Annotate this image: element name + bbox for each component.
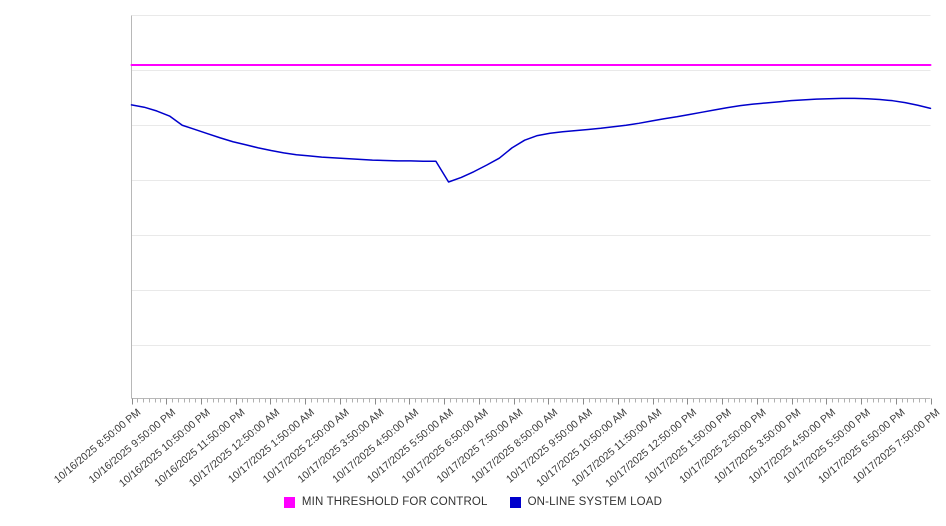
legend-color-swatch [283, 496, 295, 508]
legend-label: MIN THRESHOLD FOR CONTROL [301, 496, 488, 508]
series-line-on-line-system-load [130, 97, 932, 183]
axis-lines [131, 15, 931, 399]
legend-label: ON-LINE SYSTEM LOAD [527, 496, 663, 508]
legend-entry[interactable]: ON-LINE SYSTEM LOAD [509, 496, 663, 508]
minor-tick-marks [137, 398, 926, 403]
gridlines [131, 15, 931, 346]
legend-entry[interactable]: MIN THRESHOLD FOR CONTROL [283, 496, 488, 508]
legend-color-swatch [509, 496, 521, 508]
chart-legend: MIN THRESHOLD FOR CONTROL ON-LINE SYSTEM … [0, 496, 946, 508]
series-layer [130, 64, 932, 183]
major-tick-marks [132, 398, 932, 405]
